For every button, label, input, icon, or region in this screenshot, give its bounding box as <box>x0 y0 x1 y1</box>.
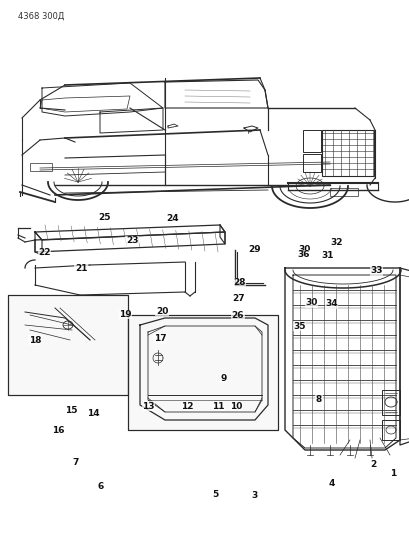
Text: 25: 25 <box>98 213 110 222</box>
Text: 5: 5 <box>211 490 218 499</box>
Bar <box>8 295 128 395</box>
Text: 1: 1 <box>389 469 396 478</box>
Text: 16: 16 <box>52 426 64 435</box>
Text: 15: 15 <box>65 406 77 415</box>
Text: 35: 35 <box>292 322 305 330</box>
Text: 8: 8 <box>315 395 321 404</box>
Text: 13: 13 <box>142 402 154 410</box>
Bar <box>128 315 277 430</box>
Text: 22: 22 <box>38 248 50 257</box>
Text: 9: 9 <box>220 374 227 383</box>
Text: 26: 26 <box>231 311 243 320</box>
Text: 21: 21 <box>75 264 87 272</box>
Text: 34: 34 <box>324 300 337 308</box>
Text: 10: 10 <box>229 402 242 410</box>
Text: 4: 4 <box>328 480 335 488</box>
Text: 14: 14 <box>87 409 99 418</box>
Text: 30: 30 <box>297 245 310 254</box>
Text: 33: 33 <box>369 266 382 275</box>
Text: 7: 7 <box>72 458 79 467</box>
Text: 2: 2 <box>369 461 375 469</box>
Text: 11: 11 <box>212 402 224 410</box>
Text: 20: 20 <box>155 307 168 316</box>
Bar <box>128 315 277 430</box>
Bar <box>329 188 357 196</box>
Text: 23: 23 <box>126 237 138 245</box>
Text: 31: 31 <box>321 252 333 260</box>
Bar <box>30 163 52 171</box>
Text: 12: 12 <box>181 402 193 410</box>
Text: 36: 36 <box>297 251 309 259</box>
Text: 30: 30 <box>305 298 317 307</box>
Bar <box>321 130 373 176</box>
Bar <box>8 295 128 395</box>
Text: 4368 300Д: 4368 300Д <box>18 12 64 21</box>
Text: 32: 32 <box>329 238 342 247</box>
Text: 3: 3 <box>250 491 257 500</box>
Text: 29: 29 <box>247 245 260 254</box>
Text: 17: 17 <box>153 335 166 343</box>
Text: 19: 19 <box>119 310 131 319</box>
Text: 18: 18 <box>29 336 41 344</box>
Text: 27: 27 <box>232 294 245 303</box>
Bar <box>381 420 399 440</box>
Bar <box>302 154 320 172</box>
Text: 28: 28 <box>232 278 245 287</box>
Text: 6: 6 <box>97 482 103 490</box>
Bar <box>381 390 399 415</box>
Text: 24: 24 <box>166 214 179 223</box>
Bar <box>302 130 320 152</box>
